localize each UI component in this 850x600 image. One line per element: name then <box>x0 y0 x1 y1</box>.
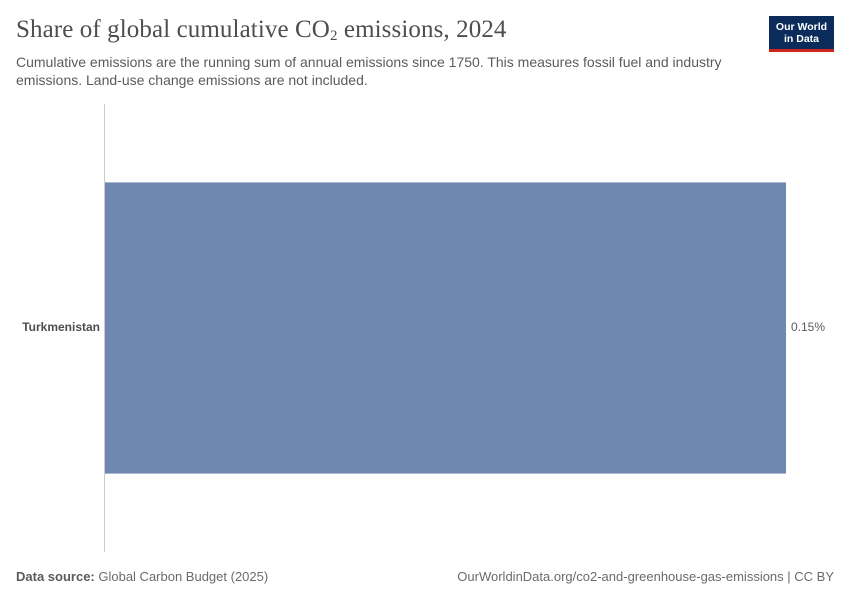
data-source: Data source: Global Carbon Budget (2025) <box>16 569 268 584</box>
category-label: Turkmenistan <box>22 320 100 334</box>
title-end: emissions, 2024 <box>337 16 507 43</box>
owid-logo[interactable]: Our World in Data <box>769 16 834 52</box>
chart-title: Share of global cumulative CO2 emissions… <box>16 16 507 44</box>
data-source-value: Global Carbon Budget (2025) <box>94 569 269 584</box>
bars-group: Turkmenistan 0.15% <box>22 182 825 474</box>
title-main: Share of global cumulative CO <box>16 16 330 43</box>
data-source-label: Data source: <box>16 569 95 584</box>
source-url-link[interactable]: OurWorldinData.org/co2-and-greenhouse-ga… <box>457 569 834 584</box>
logo-line-1: Our World <box>775 20 828 33</box>
title-subscript: 2 <box>329 28 338 44</box>
value-label: 0.15% <box>791 320 825 334</box>
chart-subtitle: Cumulative emissions are the running sum… <box>16 54 722 88</box>
bar-turkmenistan[interactable] <box>105 182 786 474</box>
logo-line-2: in Data <box>783 32 819 45</box>
